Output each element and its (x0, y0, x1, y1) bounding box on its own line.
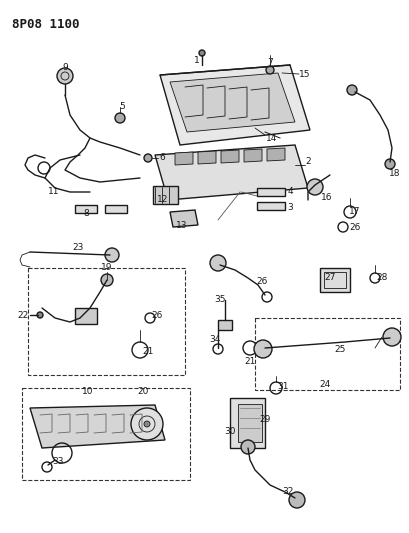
Text: 28: 28 (375, 273, 387, 282)
Bar (319, 268, 349, 292)
Text: 32: 32 (282, 488, 293, 497)
Text: 21: 21 (142, 348, 153, 357)
Text: 11: 11 (48, 188, 60, 197)
Text: 12: 12 (157, 196, 168, 205)
Text: 16: 16 (321, 193, 332, 203)
Text: 22: 22 (17, 311, 29, 319)
Bar (229, 398, 264, 448)
Text: 17: 17 (348, 207, 360, 216)
Text: 29: 29 (258, 416, 270, 424)
Circle shape (382, 328, 400, 346)
Circle shape (57, 68, 73, 84)
Text: 8: 8 (83, 209, 89, 219)
Circle shape (115, 113, 125, 123)
Bar (254, 318, 399, 390)
Bar (218, 320, 231, 330)
Text: 20: 20 (137, 387, 148, 397)
Bar (323, 272, 345, 288)
Circle shape (144, 154, 152, 162)
Bar (75, 308, 97, 324)
Bar (28, 268, 184, 375)
Polygon shape (155, 145, 307, 200)
Circle shape (288, 492, 304, 508)
Circle shape (240, 440, 254, 454)
Text: 21: 21 (244, 358, 255, 367)
Text: 23: 23 (72, 244, 83, 253)
Circle shape (209, 255, 225, 271)
Circle shape (346, 85, 356, 95)
Text: 6: 6 (159, 152, 164, 161)
Polygon shape (175, 152, 193, 165)
Bar (237, 404, 261, 442)
Polygon shape (243, 149, 261, 162)
Circle shape (105, 248, 119, 262)
Text: 7: 7 (267, 58, 272, 67)
Polygon shape (160, 65, 309, 145)
Circle shape (144, 421, 150, 427)
Bar (75, 205, 97, 213)
Text: 8P08 1100: 8P08 1100 (12, 18, 79, 31)
Text: 31: 31 (276, 383, 288, 392)
Polygon shape (198, 151, 216, 164)
Text: 15: 15 (299, 69, 310, 78)
Text: 30: 30 (224, 427, 235, 437)
Text: 14: 14 (266, 133, 277, 142)
Text: 19: 19 (101, 263, 112, 272)
Bar (153, 186, 178, 204)
Bar (105, 205, 127, 213)
Bar (22, 388, 189, 480)
Text: 25: 25 (333, 345, 345, 354)
Text: 24: 24 (319, 381, 330, 390)
Polygon shape (30, 405, 164, 448)
Polygon shape (220, 150, 238, 163)
Bar (256, 202, 284, 210)
Circle shape (265, 66, 273, 74)
Text: 9: 9 (62, 62, 68, 71)
Text: 13: 13 (176, 221, 187, 230)
Text: 34: 34 (209, 335, 220, 344)
Text: 27: 27 (324, 273, 335, 282)
Text: 26: 26 (151, 311, 162, 320)
Text: 4: 4 (286, 187, 292, 196)
Circle shape (101, 274, 113, 286)
Bar (256, 188, 284, 196)
Text: 1: 1 (193, 55, 200, 64)
Circle shape (306, 179, 322, 195)
Circle shape (37, 312, 43, 318)
Text: 33: 33 (52, 457, 63, 466)
Text: 26: 26 (348, 223, 360, 232)
Circle shape (254, 340, 271, 358)
Text: 5: 5 (119, 101, 125, 110)
Polygon shape (266, 148, 284, 161)
Text: 18: 18 (388, 168, 400, 177)
Text: 10: 10 (82, 387, 94, 397)
Circle shape (384, 159, 394, 169)
Circle shape (131, 408, 163, 440)
Text: 35: 35 (214, 295, 225, 304)
Circle shape (198, 50, 204, 56)
Polygon shape (170, 73, 294, 132)
Polygon shape (170, 210, 198, 227)
Text: 3: 3 (286, 203, 292, 212)
Text: 26: 26 (256, 278, 267, 287)
Text: 2: 2 (304, 157, 310, 166)
